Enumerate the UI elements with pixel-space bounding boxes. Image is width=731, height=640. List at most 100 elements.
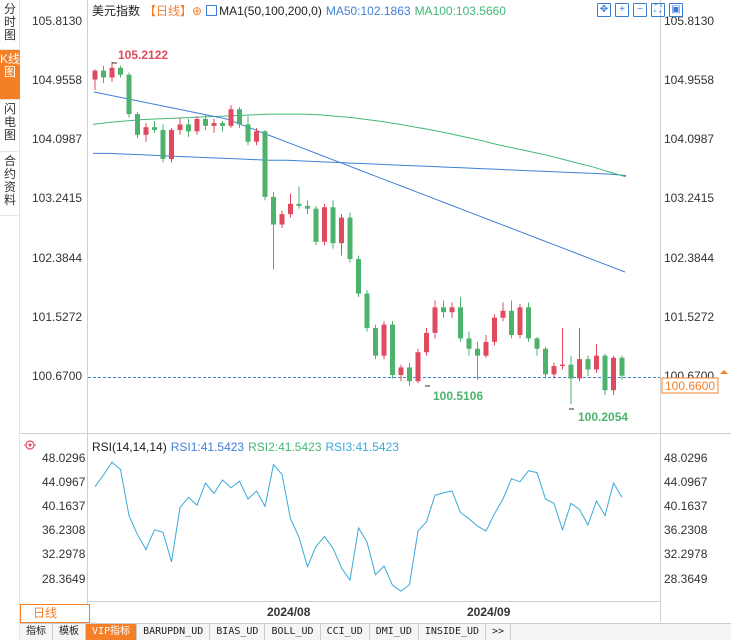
candle-body — [262, 131, 268, 197]
candle — [373, 324, 378, 360]
tab-vip-indicators[interactable]: VIP指标 — [86, 624, 138, 640]
instrument-name: 美元指数 — [92, 4, 141, 18]
tab-bias[interactable]: BIAS_UD — [210, 624, 266, 640]
candle-body — [288, 203, 293, 215]
candle — [160, 124, 166, 163]
candle — [271, 192, 276, 270]
candle-body — [458, 307, 463, 339]
ma50-line — [93, 91, 626, 273]
tab-flash[interactable]: 闪电图 — [0, 100, 20, 152]
fit-icon[interactable]: ▣ — [669, 3, 683, 17]
candle — [517, 303, 523, 339]
candle-body — [101, 70, 106, 78]
tab-indicators[interactable]: 指标 — [20, 624, 53, 640]
tab-dmi[interactable]: DMI_UD — [370, 624, 419, 640]
expand-icon[interactable]: ⛶ — [651, 3, 665, 17]
move-icon[interactable]: ✥ — [597, 3, 611, 17]
candle-body — [509, 310, 514, 335]
candle — [203, 114, 208, 130]
tab-kline[interactable]: K线图 — [0, 50, 20, 100]
kline-chart[interactable]: 105.8130 104.9558 104.0987 103.2415 102.… — [20, 0, 731, 623]
tab-boll[interactable]: BOLL_UD — [265, 624, 321, 640]
candle-body — [602, 355, 608, 391]
candle — [109, 61, 115, 82]
tab-more[interactable]: >> — [486, 624, 512, 640]
candle-body — [492, 317, 497, 342]
date-label: 2024/09 — [467, 605, 511, 619]
candle-body — [500, 310, 506, 318]
price-tick: 104.0987 — [664, 132, 714, 146]
price-tick: 104.9558 — [664, 73, 714, 87]
candle — [500, 302, 506, 322]
candle-body — [585, 359, 591, 370]
candle — [449, 302, 455, 318]
candle — [619, 355, 625, 380]
rsi-line — [94, 461, 623, 592]
candle — [177, 117, 183, 135]
candle — [245, 116, 251, 146]
candle — [577, 328, 582, 382]
add-indicator-icon[interactable]: ⊕ — [192, 4, 203, 18]
price-tick: 104.9558 — [32, 73, 82, 87]
candle-body — [186, 124, 191, 132]
rsi-axis-right: 48.0296 44.0967 40.1637 36.2308 32.2978 … — [664, 451, 708, 586]
ma-settings-icon[interactable] — [206, 5, 218, 16]
ma200-line — [93, 152, 627, 176]
candle — [330, 200, 336, 249]
rsi-tick: 48.0296 — [664, 451, 708, 465]
chart-toolbar: ✥ + − ⛶ ▣ — [597, 1, 687, 17]
candle-body — [271, 196, 276, 225]
candle-body — [118, 67, 123, 75]
price-tick: 105.8130 — [664, 14, 714, 28]
ma100-value: MA100:103.5660 — [414, 4, 506, 18]
candle — [220, 120, 225, 132]
candle-body — [373, 328, 378, 356]
indicator-tab-bar: 指标 模板 VIP指标 BARUPDN_UD BIAS_UD BOLL_UD CCI_UD D… — [20, 623, 731, 640]
price-tick: 101.5272 — [32, 310, 82, 324]
candle-body — [424, 332, 429, 353]
candle-body — [466, 338, 472, 349]
tab-inside[interactable]: INSIDE_UD — [419, 624, 487, 640]
tab-templates[interactable]: 模板 — [53, 624, 86, 640]
tab-timeshare[interactable]: 分时图 — [0, 0, 20, 50]
candle-body — [109, 67, 115, 78]
candle-body — [322, 207, 327, 242]
price-axis-right: 105.8130 104.9558 104.0987 103.2415 102.… — [664, 14, 714, 383]
candle — [594, 343, 599, 373]
zoom-out-icon[interactable]: − — [633, 3, 647, 17]
ma50-value: MA50:102.1863 — [325, 4, 411, 18]
candle — [432, 300, 438, 339]
candle — [135, 112, 140, 139]
candle — [262, 129, 268, 201]
rsi-tick: 32.2978 — [664, 547, 708, 561]
period-selector[interactable]: 日线 — [20, 604, 90, 623]
rsi-settings-icon[interactable] — [24, 440, 36, 450]
candle — [509, 300, 514, 339]
candle — [254, 127, 259, 146]
candle-body — [611, 357, 616, 391]
candle — [424, 328, 429, 356]
rsi-tick: 36.2308 — [42, 523, 86, 537]
tab-cci[interactable]: CCI_UD — [321, 624, 370, 640]
tab-barupdn[interactable]: BARUPDN_UD — [137, 624, 211, 640]
rsi-axis-left: 48.0296 44.0967 40.1637 36.2308 32.2978 … — [42, 451, 86, 586]
candle-body — [441, 307, 446, 313]
candle-body — [330, 207, 336, 244]
period-label[interactable]: 【日线】 — [144, 4, 193, 18]
candle-body — [347, 217, 353, 260]
candle — [356, 255, 361, 298]
candle — [415, 348, 421, 384]
candle-body — [398, 367, 404, 375]
candle-body — [203, 118, 208, 126]
candle-body — [143, 127, 149, 135]
candle-body — [254, 131, 259, 142]
candle-body — [619, 357, 625, 376]
candle — [305, 200, 310, 215]
rsi-tick: 44.0967 — [664, 475, 708, 489]
tab-contract-info[interactable]: 合约资料 — [0, 152, 20, 216]
zoom-in-icon[interactable]: + — [615, 3, 629, 17]
candle-body — [483, 341, 489, 356]
candle — [585, 355, 591, 377]
candle-body — [237, 109, 242, 125]
candle-body — [305, 205, 310, 209]
